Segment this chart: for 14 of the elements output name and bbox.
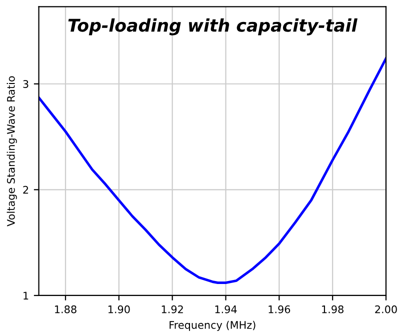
x-axis-title: Frequency (MHz)	[170, 320, 256, 331]
x-tick-label: 1.90	[108, 305, 130, 314]
y-tick-label: 3	[23, 80, 28, 88]
x-tick-label: 1.96	[268, 305, 290, 314]
x-tick-label: 2.00	[375, 305, 397, 314]
x-tick-label: 1.94	[215, 305, 237, 314]
line-series	[38, 57, 386, 284]
x-tick-label: 1.92	[162, 305, 183, 314]
x-tick-label: 1.98	[322, 305, 344, 314]
x-tick-label: 1.88	[55, 305, 76, 314]
y-axis-title: Voltage Standing-Wave Ratio	[6, 76, 17, 226]
y-tick-label: 1	[24, 292, 28, 300]
y-tick-label: 2	[23, 186, 28, 194]
text: Top-loading with capacity-tail	[68, 18, 358, 36]
